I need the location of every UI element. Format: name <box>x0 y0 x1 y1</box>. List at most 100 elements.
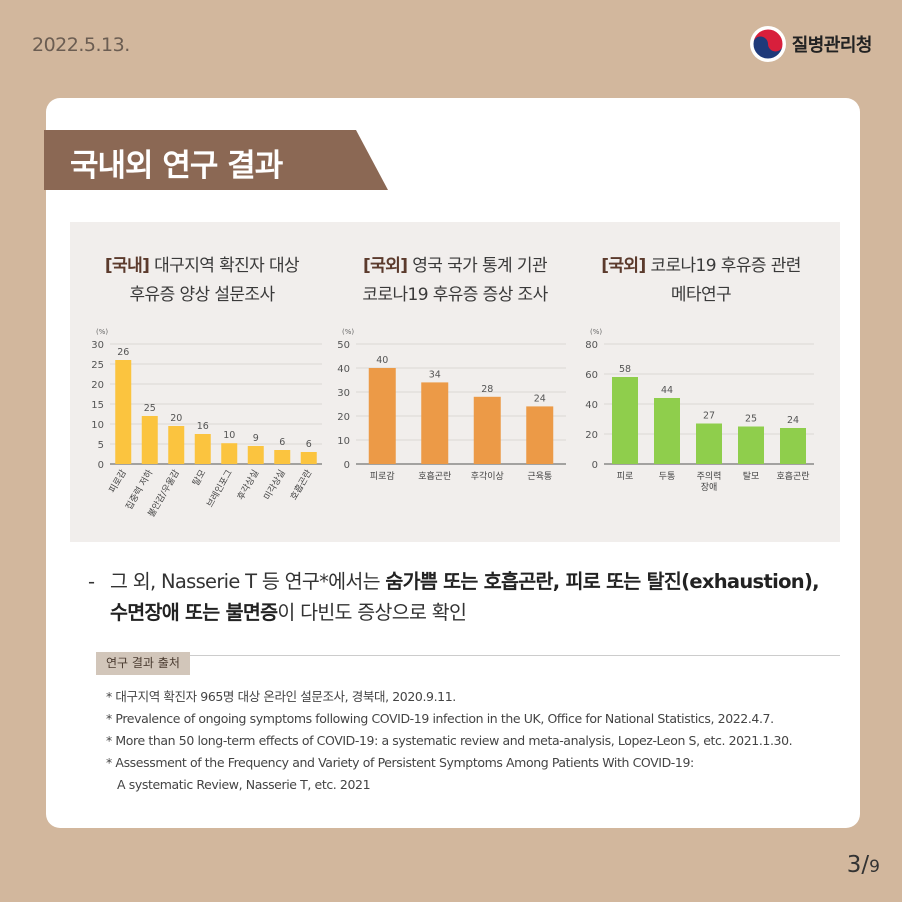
bar <box>696 423 722 464</box>
bar <box>368 368 396 464</box>
source-item: * Prevalence of ongoing symptoms followi… <box>106 711 774 726</box>
data-label: 10 <box>223 430 235 441</box>
bar <box>141 416 158 464</box>
data-label: 24 <box>534 393 546 404</box>
y-tick-label: 10 <box>337 436 350 447</box>
summary-bold1: 숨가쁨 또는 호흡곤란, 피로 또는 탈진(exhaustion), <box>385 570 819 593</box>
chart2-title-tag: [국외] <box>363 256 408 276</box>
x-tick-label: 탈모 <box>191 468 209 488</box>
source-item: * 대구지역 확진자 965명 대상 온라인 설문조사, 경북대, 2020.9… <box>106 689 456 704</box>
x-tick-label: 두통 <box>659 471 676 482</box>
x-tick-label: 미각상실 <box>261 468 288 503</box>
x-tick-label: 탈모 <box>743 471 760 482</box>
bar <box>654 398 680 464</box>
source-item: * Assessment of the Frequency and Variet… <box>106 755 694 770</box>
x-tick-label: 피로감 <box>370 470 395 482</box>
y-tick-label: 30 <box>91 340 104 351</box>
y-unit-label: (%) <box>590 328 602 336</box>
y-tick-label: 10 <box>91 420 104 431</box>
x-tick-label: 피로감 <box>106 468 129 496</box>
page-indicator: 3/9 <box>846 852 880 878</box>
chart3-title-line1: 코로나19 후유증 관련 <box>650 256 801 276</box>
chart-panel <box>70 222 840 542</box>
data-label: 25 <box>144 403 156 414</box>
bar <box>526 406 554 464</box>
sources-list: * 대구지역 확진자 965명 대상 온라인 설문조사, 경북대, 2020.9… <box>106 686 793 796</box>
section-title: 국내외 연구 결과 <box>70 148 283 184</box>
page-total: 9 <box>869 857 880 877</box>
y-tick-label: 20 <box>585 430 598 441</box>
sources-label: 연구 결과 출처 <box>96 652 190 675</box>
y-tick-label: 0 <box>592 460 598 471</box>
data-label: 24 <box>787 415 799 426</box>
data-label: 27 <box>703 411 715 422</box>
data-label: 20 <box>170 413 182 424</box>
bar <box>421 382 449 464</box>
x-tick-label: 호흡곤란 <box>776 470 809 482</box>
chart3-title: [국외] 코로나19 후유증 관련 메타연구 <box>576 252 826 310</box>
y-unit-label: (%) <box>342 328 354 336</box>
summary-part2: 이 다빈도 증상으로 확인 <box>277 601 467 624</box>
bar <box>221 443 238 464</box>
data-label: 6 <box>306 439 312 450</box>
y-tick-label: 50 <box>337 340 350 351</box>
y-tick-label: 0 <box>98 460 104 471</box>
x-tick-label: 피로 <box>617 471 634 482</box>
y-tick-label: 80 <box>585 340 598 351</box>
org-logo: 질병관리청 <box>749 24 873 64</box>
data-label: 26 <box>117 347 129 358</box>
x-tick-label: 근육통 <box>527 471 552 482</box>
data-label: 28 <box>481 384 493 395</box>
x-tick-label: 후각상실 <box>234 468 261 503</box>
y-tick-label: 60 <box>585 370 598 381</box>
y-tick-label: 20 <box>337 412 350 423</box>
chart2-title: [국외] 영국 국가 통계 기관 코로나19 후유증 증상 조사 <box>330 252 580 310</box>
bar <box>738 426 764 464</box>
bar <box>473 396 501 464</box>
bar <box>168 426 185 464</box>
data-label: 34 <box>429 369 441 380</box>
summary-part1: 그 외, Nasserie T 등 연구*에서는 <box>110 570 386 593</box>
summary-bold2: 수면장애 또는 불면증 <box>110 601 278 624</box>
page-current: 3 <box>846 852 862 878</box>
data-label: 40 <box>376 355 388 366</box>
sources-divider <box>96 655 840 656</box>
data-label: 16 <box>197 421 209 432</box>
chart3-title-tag: [국외] <box>601 256 646 276</box>
bar <box>247 446 264 464</box>
summary-dash: - <box>88 570 95 593</box>
y-tick-label: 15 <box>91 400 104 411</box>
x-tick-label: 주의력 <box>697 470 722 482</box>
chart2-title-line2: 코로나19 후유증 증상 조사 <box>362 285 548 305</box>
bar <box>274 450 291 464</box>
chart1-title-line2: 후유증 양상 설문조사 <box>129 285 276 305</box>
org-name: 질병관리청 <box>791 35 873 56</box>
date: 2022.5.13. <box>32 34 130 56</box>
x-tick-label: 후각이상 <box>471 470 504 482</box>
chart2-title-line1: 영국 국가 통계 기관 <box>412 256 547 276</box>
chart1-title: [국내] 대구지역 확진자 대상 후유증 양상 설문조사 <box>78 252 326 310</box>
y-tick-label: 40 <box>337 364 350 375</box>
y-tick-label: 25 <box>91 360 104 371</box>
y-tick-label: 40 <box>585 400 598 411</box>
y-tick-label: 20 <box>91 380 104 391</box>
data-label: 25 <box>745 414 757 425</box>
y-tick-label: 5 <box>98 440 104 451</box>
chart1-title-tag: [국내] <box>104 256 150 276</box>
bar <box>300 452 317 464</box>
y-unit-label: (%) <box>96 328 108 336</box>
bar <box>115 360 132 464</box>
y-tick-label: 30 <box>337 388 350 399</box>
y-tick-label: 0 <box>344 460 350 471</box>
source-item-continued: A systematic Review, Nasserie T, etc. 20… <box>117 777 371 792</box>
data-label: 9 <box>253 433 259 444</box>
x-tick-label: 호흡곤란 <box>287 468 314 503</box>
data-label: 6 <box>279 437 285 448</box>
taegeuk-emblem-icon <box>749 26 786 62</box>
bar <box>612 377 638 464</box>
x-tick-label: 호흡곤란 <box>418 470 451 482</box>
chart3-title-line2: 메타연구 <box>670 285 732 305</box>
data-label: 44 <box>661 385 673 396</box>
summary-text: -그 외, Nasserie T 등 연구*에서는 숨가쁨 또는 호흡곤란, 피… <box>88 566 848 628</box>
